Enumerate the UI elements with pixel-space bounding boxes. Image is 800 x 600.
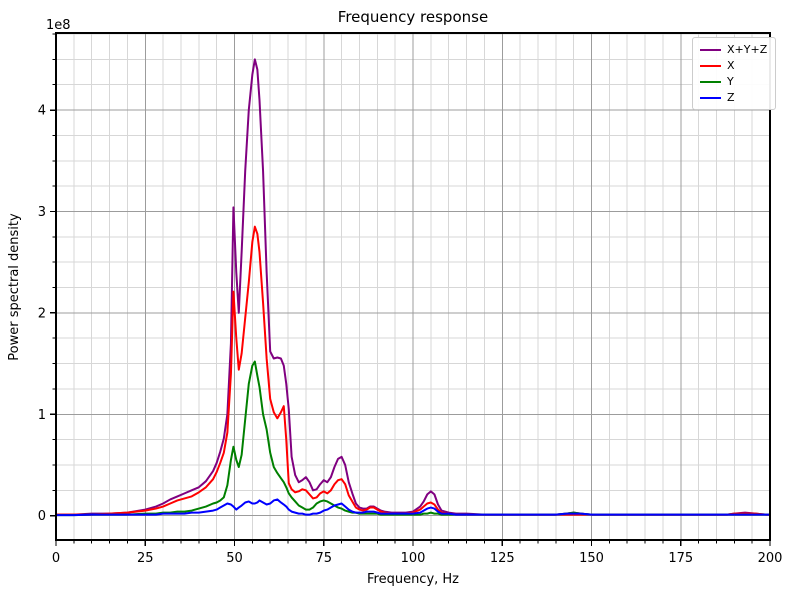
y-tick-label: 1 — [38, 408, 46, 423]
axis-tick-labels: 0 25 50 75 100 125 150 175 200 0 1 2 3 4 — [38, 104, 783, 566]
y-tick-label: 3 — [38, 205, 46, 220]
x-tick-label: 175 — [668, 551, 693, 566]
series-line-Z — [55, 498, 771, 517]
legend-label-z: Z — [727, 91, 735, 104]
legend-entry-z: Z — [700, 90, 769, 106]
x-tick-label: 100 — [401, 551, 426, 566]
x-tick-label: 25 — [137, 551, 154, 566]
legend: X+Y+Z X Y Z — [692, 37, 776, 110]
legend-line-swatch-y — [700, 81, 721, 83]
legend-entry-y: Y — [700, 74, 769, 90]
grid-minor-lines — [56, 33, 770, 540]
y-tick-label: 4 — [38, 104, 46, 119]
x-axis-label: Frequency, Hz — [367, 572, 459, 587]
y-tick-label: 2 — [38, 306, 46, 321]
data-series-lines — [55, 58, 771, 517]
legend-line-swatch-sum — [700, 49, 721, 51]
x-tick-label: 125 — [490, 551, 515, 566]
legend-line-swatch-z — [700, 97, 721, 99]
x-tick-label: 150 — [579, 551, 604, 566]
x-tick-label: 200 — [758, 551, 783, 566]
legend-label-sum: X+Y+Z — [727, 43, 768, 56]
y-axis-offset-label: 1e8 — [46, 18, 71, 33]
chart-title: Frequency response — [338, 8, 488, 26]
axis-tick-marks — [50, 33, 771, 546]
x-tick-label: 75 — [315, 551, 332, 566]
legend-entry-sum: X+Y+Z — [700, 42, 769, 58]
legend-label-x: X — [727, 59, 735, 72]
legend-entry-x: X — [700, 58, 769, 74]
y-tick-label: 0 — [38, 509, 46, 524]
x-tick-label: 0 — [52, 551, 60, 566]
legend-label-y: Y — [727, 75, 734, 88]
y-axis-label: Power spectral density — [7, 213, 22, 361]
legend-line-swatch-x — [700, 65, 721, 67]
grid-major-lines — [56, 33, 770, 540]
x-tick-label: 50 — [226, 551, 243, 566]
